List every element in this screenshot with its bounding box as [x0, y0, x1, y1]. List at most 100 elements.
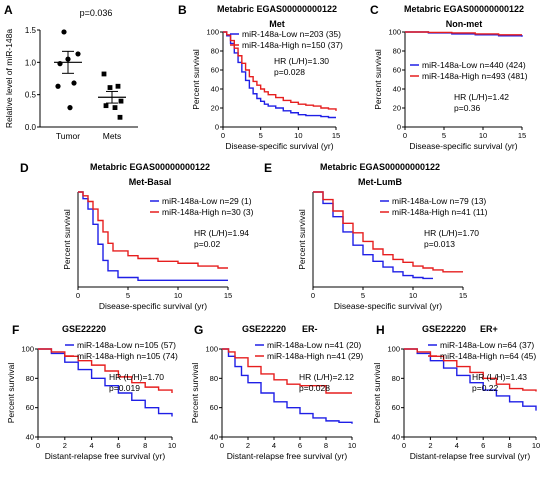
y-tick-label: 0 — [397, 123, 401, 132]
survival-curve-high — [405, 31, 522, 36]
survival-curve-low — [222, 348, 353, 424]
data-point — [115, 83, 121, 89]
survival-curve-high — [313, 191, 463, 273]
data-point — [118, 98, 124, 104]
chart-title: Metabric EGAS00000000122 — [320, 162, 440, 172]
y-tick-label: 100 — [206, 28, 219, 37]
y-tick-label: 100 — [21, 345, 34, 354]
x-tick-label: 10 — [174, 291, 182, 300]
x-tick-label: 2 — [246, 441, 250, 450]
panel-g: G GSE22220 ER- 0 2 4 6 8 10 40 60 80 100 Distant-rela… — [190, 323, 363, 461]
legend-label: miR-148a-High n=41 (29) — [267, 351, 363, 361]
panel-label: H — [376, 323, 385, 337]
legend-label: miR-148a-Low n=440 (424) — [422, 60, 526, 70]
chart-title: Metabric EGAS00000000122 — [404, 4, 524, 14]
x-axis-label: Disease-specific survival (yr) — [409, 141, 517, 151]
survival-curve-high — [38, 348, 173, 393]
x-tick-label: 8 — [508, 441, 512, 450]
panel-b: B Metabric EGAS00000000122 Met 0 5 10 15 0 20 40 6… — [178, 3, 343, 151]
legend-label: miR-148a-High n=30 (3) — [162, 207, 254, 217]
legend-label: miR-148a-High n=150 (37) — [242, 40, 343, 50]
x-tick-label: 0 — [76, 291, 80, 300]
data-point — [101, 71, 107, 77]
survival-curve-high — [223, 31, 337, 111]
panel-label: G — [194, 323, 203, 337]
x-tick-label: 10 — [532, 441, 540, 450]
data-point — [61, 29, 67, 35]
hr-annotation: HR (L/H)=1.70 — [109, 372, 164, 382]
x-axis-label: Distant-relapse free survival (yr) — [227, 451, 348, 461]
y-tick-label: 20 — [393, 104, 401, 113]
p-value: p=0.019 — [109, 383, 140, 393]
y-axis-label: Percent survival — [191, 49, 201, 110]
panel-label: F — [12, 323, 19, 337]
legend-label: miR-148a-High n=41 (11) — [392, 207, 488, 217]
chart-subtitle: Met-LumB — [358, 177, 402, 187]
data-point — [67, 105, 73, 111]
x-axis-label: Disease-specific survival (yr) — [225, 141, 333, 151]
panel-h: H GSE22220 ER+ 0 2 4 6 8 10 40 60 80 100 Distant-rela… — [372, 323, 540, 461]
x-tick-label: 0 — [402, 441, 406, 450]
y-axis-label: Percent survival — [62, 209, 72, 270]
legend-label: miR-148a-Low n=105 (57) — [77, 340, 176, 350]
x-tick-label: 15 — [332, 131, 340, 140]
y-tick-label: 100 — [205, 345, 218, 354]
panel-e: E Metabric EGAS00000000122 Met-LumB 0 5 10 15 D… — [264, 161, 488, 311]
chart-subtitle: Met-Basal — [129, 177, 172, 187]
x-axis-label: Disease-specific survival (yr) — [334, 301, 442, 311]
y-tick-label: 100 — [387, 345, 400, 354]
y-tick-label: 80 — [26, 374, 34, 383]
chart-subtitle: ER+ — [480, 324, 498, 334]
legend-label: miR-148a-Low n=79 (13) — [392, 196, 486, 206]
y-tick-label: 80 — [392, 374, 400, 383]
y-tick-label: 0.0 — [25, 123, 37, 132]
panel-label: E — [264, 161, 272, 175]
p-value: p=0.36 — [454, 103, 481, 113]
hr-annotation: HR (L/H)=1.94 — [194, 228, 249, 238]
hr-annotation: HR (L/H)=1.30 — [274, 56, 329, 66]
legend-label: miR-148a-High n=105 (74) — [77, 351, 178, 361]
x-tick-label: 6 — [298, 441, 302, 450]
y-tick-label: 0.5 — [25, 91, 37, 100]
chart-title: GSE22220 — [422, 324, 466, 334]
x-tick-label: 0 — [311, 291, 315, 300]
x-tick-label: 10 — [479, 131, 487, 140]
legend-label: miR-148a-High n=493 (481) — [422, 71, 528, 81]
y-tick-label: 80 — [393, 47, 401, 56]
x-tick-label: Mets — [103, 131, 121, 141]
p-value: p=0.028 — [274, 67, 305, 77]
chart-subtitle: Met — [269, 19, 285, 29]
x-tick-label: 5 — [442, 131, 446, 140]
panel-label: C — [370, 3, 379, 17]
data-point — [112, 105, 118, 110]
y-tick-label: 60 — [26, 403, 34, 412]
y-tick-label: 1.5 — [25, 26, 37, 35]
data-point — [103, 103, 109, 109]
y-tick-label: 40 — [392, 433, 400, 442]
x-tick-label: 6 — [481, 441, 485, 450]
x-tick-label: 2 — [428, 441, 432, 450]
p-value: p=0.028 — [299, 383, 330, 393]
p-value: p=0.036 — [80, 8, 113, 18]
y-tick-label: 40 — [210, 433, 218, 442]
hr-annotation: HR (L/H)=1.70 — [424, 228, 479, 238]
x-tick-label: 0 — [36, 441, 40, 450]
y-tick-label: 20 — [211, 104, 219, 113]
chart-subtitle: Non-met — [446, 19, 483, 29]
y-axis-label: Percent survival — [297, 209, 307, 270]
hr-annotation: HR (L/H)=1.43 — [472, 372, 527, 382]
x-axis-label: Distant-relapse free survival (yr) — [410, 451, 531, 461]
y-axis-label: Percent survival — [6, 363, 16, 424]
x-tick-label: Tumor — [56, 131, 80, 141]
data-point — [55, 83, 61, 89]
y-axis-label: Percent survival — [373, 49, 383, 110]
x-axis-label: Distant-relapse free survival (yr) — [45, 451, 166, 461]
legend-label: miR-148a-Low n=203 (35) — [242, 29, 341, 39]
x-tick-label: 4 — [455, 441, 459, 450]
survival-curve-high — [222, 348, 352, 394]
data-point — [107, 85, 113, 90]
survival-curve-low — [223, 31, 336, 119]
y-tick-label: 60 — [392, 403, 400, 412]
